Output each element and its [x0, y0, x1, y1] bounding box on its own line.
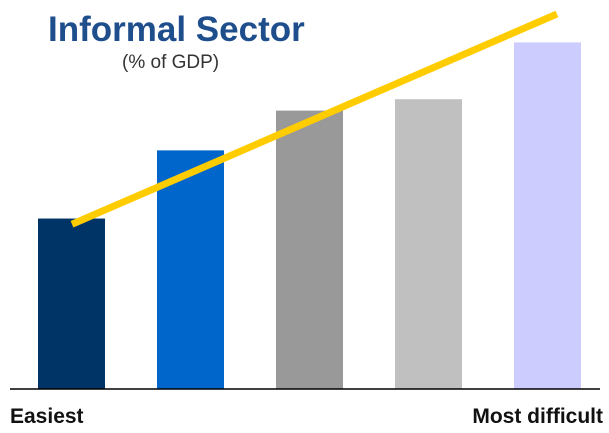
bar-3	[276, 110, 343, 389]
bar-2	[157, 150, 224, 389]
x-axis-label-most-difficult: Most difficult	[472, 405, 603, 428]
chart-title: Informal Sector	[48, 10, 305, 49]
x-axis-label-easiest: Easiest	[10, 405, 84, 428]
chart-subtitle: (% of GDP)	[122, 52, 220, 73]
trend-line	[70, 10, 559, 228]
bar-5	[514, 42, 581, 390]
bar-1	[38, 218, 105, 389]
bar-4	[395, 99, 462, 390]
